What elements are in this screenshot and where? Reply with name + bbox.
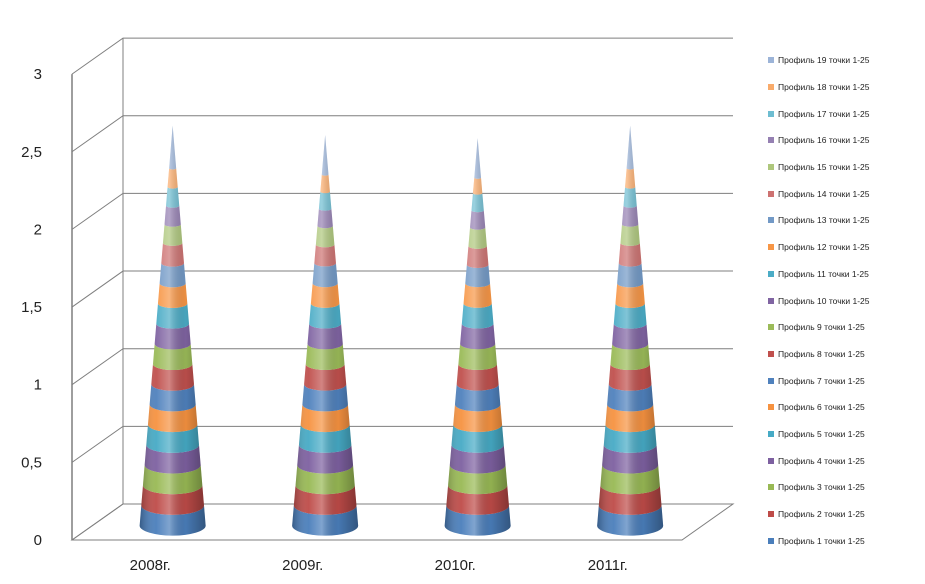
legend-swatch [768, 297, 774, 304]
legend-item: Профиль 1 точки 1-25 [768, 527, 920, 554]
legend-label: Профиль 3 точки 1-25 [778, 482, 865, 493]
cone-2008г. [139, 125, 206, 536]
legend-swatch [768, 84, 774, 91]
legend-label: Профиль 11 точки 1-25 [778, 268, 869, 279]
legend-item: Профиль 7 точки 1-25 [768, 367, 920, 394]
legend-item: Профиль 17 точки 1-25 [768, 100, 920, 127]
cone-2009г. [292, 135, 359, 536]
cone-2011г. [597, 125, 664, 536]
legend-swatch [768, 244, 774, 251]
legend-item: Профиль 6 точки 1-25 [768, 394, 920, 421]
y-tick-label: 2 [34, 221, 42, 238]
legend-item: Профиль 10 точки 1-25 [768, 287, 920, 314]
legend-label: Профиль 1 точки 1-25 [778, 535, 865, 546]
cone-2010г. [444, 138, 511, 536]
x-tick-label: 2011г. [588, 557, 628, 574]
legend-item: Профиль 19 точки 1-25 [768, 47, 920, 74]
legend-item: Профиль 16 точки 1-25 [768, 127, 920, 154]
y-tick-label: 0 [34, 532, 42, 549]
legend-swatch [768, 537, 774, 544]
legend-swatch [768, 110, 774, 117]
legend-swatch [768, 511, 774, 518]
legend-label: Профиль 2 точки 1-25 [778, 509, 865, 520]
legend-label: Профиль 10 точки 1-25 [778, 295, 870, 306]
legend-label: Профиль 9 точки 1-25 [778, 322, 865, 333]
legend-item: Профиль 3 точки 1-25 [768, 474, 920, 501]
legend-swatch [768, 457, 774, 464]
legend-swatch [768, 217, 774, 224]
y-tick-label: 3 [34, 66, 42, 83]
legend-item: Профиль 13 точки 1-25 [768, 207, 920, 234]
cone-shading [597, 125, 664, 536]
gridline [71, 425, 733, 463]
legend-item: Профиль 11 точки 1-25 [768, 261, 920, 288]
legend-swatch [768, 404, 774, 411]
legend: Профиль 19 точки 1-25 Профиль 18 точки 1-… [768, 47, 920, 554]
x-tick-label: 2009г. [282, 557, 323, 574]
cone-shading [444, 138, 511, 536]
legend-label: Профиль 18 точки 1-25 [778, 82, 870, 93]
legend-label: Профиль 4 точки 1-25 [778, 455, 865, 466]
gridlines [71, 37, 733, 541]
legend-item: Профиль 8 точки 1-25 [768, 341, 920, 368]
cone-shading [292, 135, 359, 536]
legend-swatch [768, 350, 774, 357]
legend-label: Профиль 7 точки 1-25 [778, 375, 865, 386]
legend-item: Профиль 12 точки 1-25 [768, 234, 920, 261]
legend-item: Профиль 9 точки 1-25 [768, 314, 920, 341]
legend-swatch [768, 57, 774, 64]
legend-label: Профиль 5 точки 1-25 [778, 428, 865, 439]
legend-label: Профиль 14 точки 1-25 [778, 188, 870, 199]
legend-swatch [768, 164, 774, 171]
legend-swatch [768, 270, 774, 277]
gridline [71, 192, 733, 230]
cone-shading [139, 125, 206, 536]
legend-swatch [768, 137, 774, 144]
y-axis-ticks: 0 0,5 1 1,5 2 2,5 3 [21, 66, 42, 549]
y-tick-label: 1 [34, 377, 42, 394]
legend-item: Профиль 18 точки 1-25 [768, 74, 920, 101]
legend-label: Профиль 6 точки 1-25 [778, 402, 865, 413]
legend-swatch [768, 190, 774, 197]
y-tick-label: 2,5 [21, 144, 42, 161]
legend-item: Профиль 2 точки 1-25 [768, 501, 920, 528]
x-tick-label: 2010г. [435, 557, 476, 574]
x-axis-categories: 2008г. 2009г. 2010г. 2011г. [130, 557, 628, 574]
x-tick-label: 2008г. [130, 557, 171, 574]
gridline [71, 115, 733, 153]
legend-swatch [768, 484, 774, 491]
gridline [71, 503, 733, 541]
y-tick-label: 1,5 [21, 299, 42, 316]
legend-label: Профиль 19 точки 1-25 [778, 55, 870, 66]
gridline [71, 37, 733, 75]
gridline [71, 348, 733, 386]
legend-label: Профиль 12 точки 1-25 [778, 242, 870, 253]
legend-item: Профиль 5 точки 1-25 [768, 421, 920, 448]
legend-item: Профиль 4 точки 1-25 [768, 447, 920, 474]
legend-swatch [768, 430, 774, 437]
legend-swatch [768, 377, 774, 384]
legend-label: Профиль 13 точки 1-25 [778, 215, 870, 226]
legend-label: Профиль 16 точки 1-25 [778, 135, 870, 146]
cone-series [139, 125, 664, 536]
legend-label: Профиль 8 точки 1-25 [778, 348, 865, 359]
gridline [71, 270, 733, 308]
legend-item: Профиль 14 точки 1-25 [768, 180, 920, 207]
legend-swatch [768, 324, 774, 331]
legend-label: Профиль 15 точки 1-25 [778, 162, 870, 173]
legend-label: Профиль 17 точки 1-25 [778, 108, 870, 119]
y-tick-label: 0,5 [21, 454, 42, 471]
legend-item: Профиль 15 точки 1-25 [768, 154, 920, 181]
